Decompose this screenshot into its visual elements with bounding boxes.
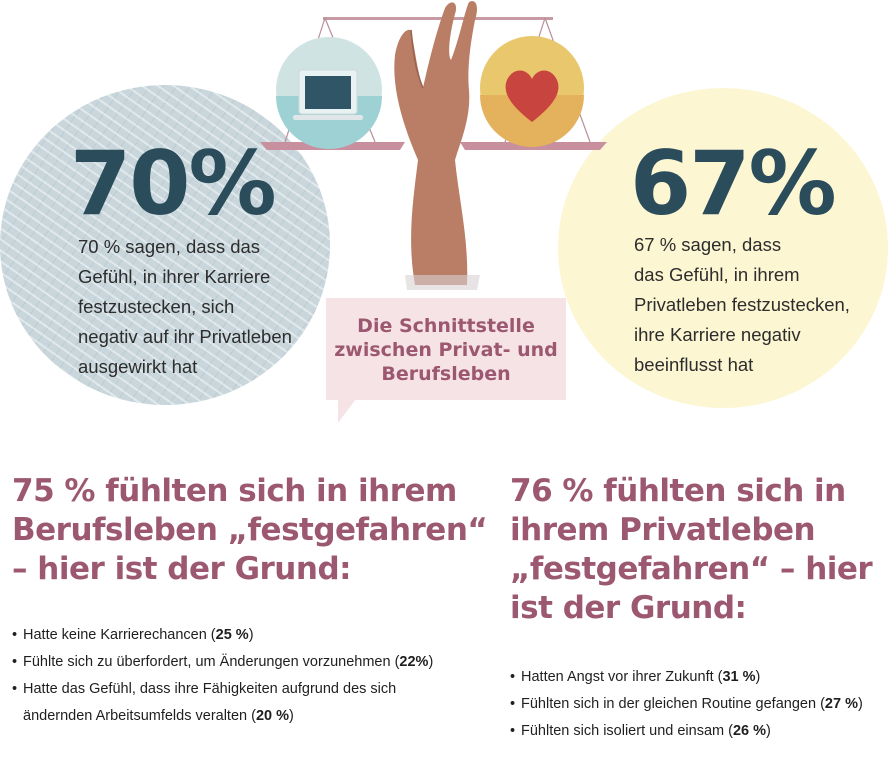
list-item: Hatten Angst vor ihrer Zukunft (31 %) [510,664,863,691]
list-item: Fühlten sich isoliert und einsam (26 %) [510,718,863,745]
career-reasons-list: Hatte keine Karrierechancen (25 %) Fühlt… [12,622,433,730]
list-item: Hatte das Gefühl, dass ihre Fähigkeiten … [12,676,433,730]
left-text-line: negativ auf ihr Privatleben [78,326,292,347]
bubble-line: Berufsleben [381,363,511,385]
list-item: Hatte keine Karrierechancen (25 %) [12,622,433,649]
right-big-percent: 67% [630,132,837,235]
speech-bubble-tail [338,399,356,423]
balance-illustration [260,1,607,290]
left-text-line: Gefühl, in ihrer Karriere [78,266,271,287]
heart-icon [480,36,584,147]
left-big-percent: 70% [70,132,277,235]
career-heading-line: Berufsleben „festgefahren“ [12,512,488,548]
bubble-line: Die Schnittstelle [357,315,535,337]
career-heading: 75 % fühlten sich in ihrem Berufsleben „… [12,472,488,589]
career-heading-line: 75 % fühlten sich in ihrem [12,473,457,509]
left-text-line: 70 % sagen, dass das [78,236,261,257]
speech-bubble-title: Die Schnittstelle zwischen Privat- und B… [326,314,566,386]
right-stat-description: 67 % sagen, dass das Gefühl, in ihrem Pr… [634,230,850,380]
list-item: Fühlten sich in der gleichen Routine gef… [510,691,863,718]
speech-bubble [326,298,566,400]
left-stat-circle [0,85,330,405]
private-heading-line: „festgefahren“ – hier [510,551,873,587]
private-heading-line: ist der Grund: [510,590,747,626]
private-heading: 76 % fühlten sich in ihrem Privatleben „… [510,472,873,628]
left-stat-description: 70 % sagen, dass das Gefühl, in ihrer Ka… [78,232,292,382]
bubble-line: zwischen Privat- und [334,339,558,361]
private-heading-line: 76 % fühlten sich in [510,473,846,509]
right-text-line: 67 % sagen, dass [634,234,782,255]
private-reasons-list: Hatten Angst vor ihrer Zukunft (31 %) Fü… [510,664,863,745]
hand-icon [394,1,480,290]
right-stat-circle [558,88,888,408]
list-item: Fühlte sich zu überfordert, um Änderunge… [12,649,433,676]
left-text-line: ausgewirkt hat [78,356,198,377]
right-text-line: beeinflusst hat [634,354,754,375]
laptop-icon [276,37,382,149]
career-heading-line: – hier ist der Grund: [12,551,352,587]
private-heading-line: ihrem Privatleben [510,512,816,548]
left-text-line: festzustecken, sich [78,296,235,317]
right-text-line: Privatleben festzustecken, [634,294,850,315]
right-text-line: das Gefühl, in ihrem [634,264,800,285]
right-text-line: ihre Karriere negativ [634,324,801,345]
